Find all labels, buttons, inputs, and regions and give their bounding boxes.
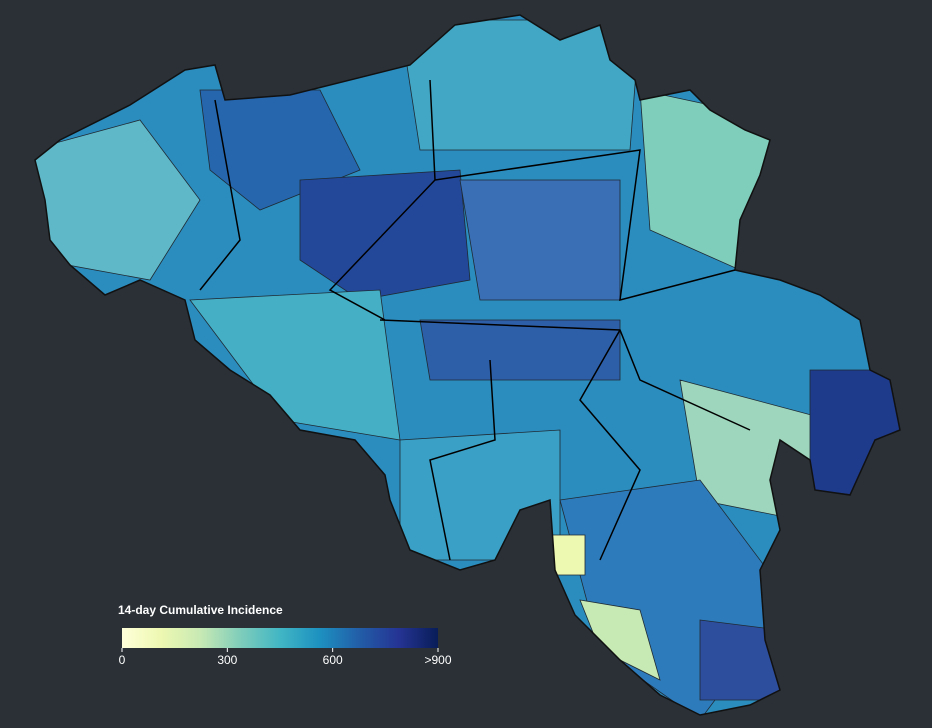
legend-title: 14-day Cumulative Incidence <box>118 603 283 617</box>
tick-label: 600 <box>323 653 343 667</box>
region <box>809 369 900 501</box>
legend: 14-day Cumulative Incidence 0 300 600 >900 <box>118 603 452 667</box>
province-borders <box>199 79 751 561</box>
region <box>399 429 561 561</box>
region <box>299 169 471 301</box>
region <box>419 319 621 381</box>
region <box>459 179 621 301</box>
tick-label: 300 <box>217 653 237 667</box>
region <box>189 289 401 441</box>
color-bar <box>122 628 438 648</box>
tick-label: >900 <box>424 653 451 667</box>
tick-label: 0 <box>119 653 126 667</box>
region <box>699 619 781 701</box>
region <box>534 534 586 576</box>
